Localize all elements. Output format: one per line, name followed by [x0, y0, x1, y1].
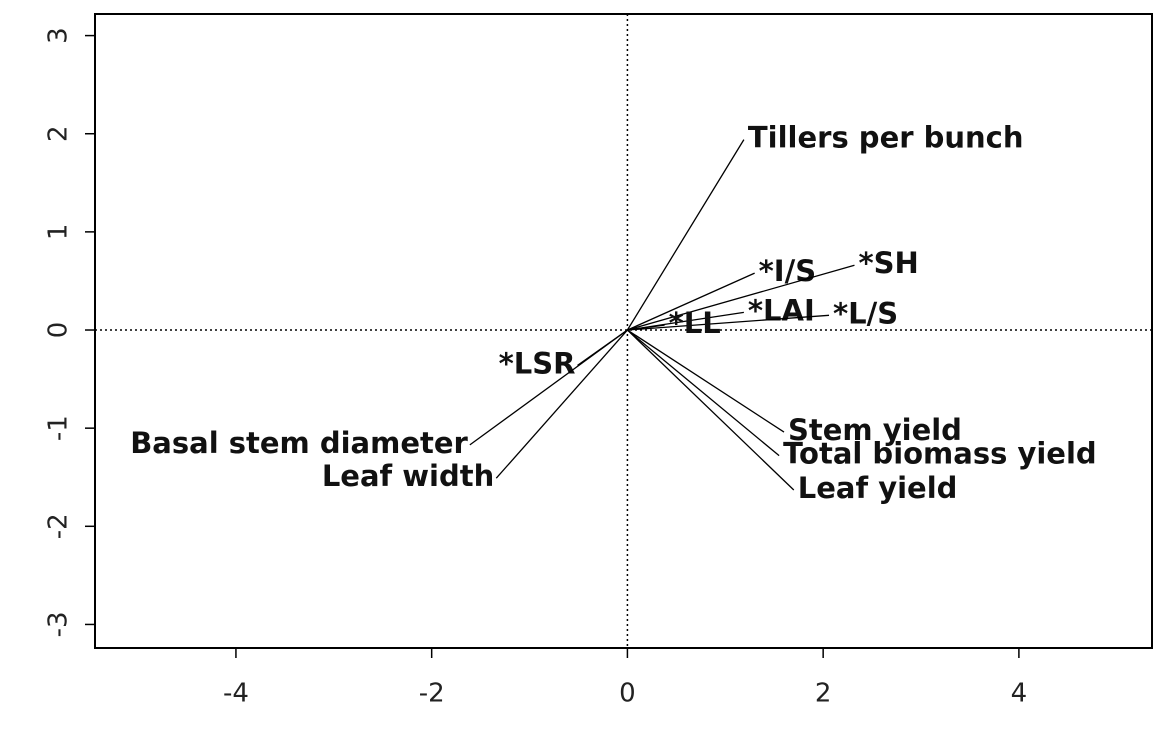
vector-label: *L/S	[833, 296, 898, 330]
y-tick-label: 0	[44, 322, 74, 339]
vector	[626, 139, 745, 331]
vector-label: *LAI	[748, 293, 815, 327]
vector	[627, 272, 755, 331]
vector-label: Total biomass yield	[783, 437, 1097, 471]
x-tick-label: -2	[419, 679, 445, 709]
vector-label: *LL	[669, 306, 721, 340]
vector	[627, 264, 855, 331]
y-tick-label: 1	[44, 224, 74, 241]
plot-frame	[94, 13, 1153, 649]
vector	[627, 324, 665, 331]
y-tick-label: -2	[44, 513, 74, 539]
vector-label: Leaf yield	[798, 471, 958, 505]
x-tick-label: -4	[223, 679, 249, 709]
vector	[627, 329, 780, 457]
vector	[469, 329, 628, 446]
x-tick-label: 2	[815, 679, 832, 709]
x-tick-label: 0	[619, 679, 636, 709]
vector	[495, 329, 628, 479]
vector	[626, 329, 795, 491]
vector	[627, 329, 785, 433]
vector	[627, 314, 830, 331]
y-tick-label: 3	[44, 27, 74, 44]
vector-label: *I/S	[759, 254, 816, 288]
vector-label: Tillers per bunch	[748, 121, 1024, 155]
y-tick-label: -3	[44, 611, 74, 637]
y-tick-label: -1	[44, 415, 74, 441]
vector-label: *LSR	[499, 346, 576, 380]
y-tick-label: 2	[44, 125, 74, 142]
vector-label: Basal stem diameter	[130, 426, 468, 460]
vector-label: *SH	[858, 246, 918, 280]
x-tick-label: 4	[1011, 679, 1028, 709]
vector-label: Stem yield	[788, 413, 962, 447]
vector-label: Leaf width	[322, 459, 494, 493]
